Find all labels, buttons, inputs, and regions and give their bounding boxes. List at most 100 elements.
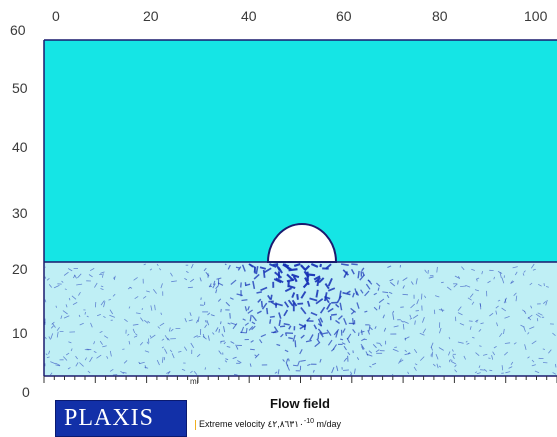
flow-vector xyxy=(392,313,395,320)
flow-vector xyxy=(537,312,543,316)
flow-vector xyxy=(275,302,283,307)
flow-vector xyxy=(434,295,440,298)
flow-vector xyxy=(288,285,296,289)
flow-vector xyxy=(352,329,356,334)
flow-vector xyxy=(422,328,427,334)
flow-vector xyxy=(463,355,466,360)
flow-vector xyxy=(163,357,166,361)
flow-vector xyxy=(249,363,252,367)
flow-vector xyxy=(251,325,256,331)
flow-vector xyxy=(60,315,63,320)
flow-vector xyxy=(128,306,131,309)
flow-vector xyxy=(96,314,101,317)
flow-vector xyxy=(343,317,348,326)
flow-vector xyxy=(68,341,72,344)
flow-vector xyxy=(300,290,307,299)
small-axis-label: mi xyxy=(190,377,199,386)
flow-vector xyxy=(124,318,128,323)
flow-vector xyxy=(65,352,70,356)
flow-vector xyxy=(326,302,332,310)
flow-vector xyxy=(545,299,548,306)
flow-vector xyxy=(504,298,507,304)
flow-vector xyxy=(398,358,402,364)
flow-vector xyxy=(379,343,383,347)
extreme-velocity-text: Extreme velocity ٤٢,٨٦٣١٠-10 m/day xyxy=(195,418,341,430)
flow-vector xyxy=(403,320,409,324)
flow-vector xyxy=(471,301,475,305)
flow-vector xyxy=(536,318,539,322)
flow-vector xyxy=(261,302,268,310)
flow-vector xyxy=(48,284,53,288)
flow-vector xyxy=(373,292,377,296)
flow-vector xyxy=(339,338,344,341)
flow-vector xyxy=(247,306,250,311)
flow-vector xyxy=(454,369,458,373)
flow-vector xyxy=(305,339,312,343)
flow-vector xyxy=(413,348,418,354)
flow-vector xyxy=(287,299,294,307)
flow-vector xyxy=(453,283,458,288)
flow-vector xyxy=(253,273,260,280)
flow-vector xyxy=(288,268,298,272)
flow-vector xyxy=(458,276,460,279)
flow-vector xyxy=(378,305,381,310)
flow-vector xyxy=(368,325,371,332)
flow-vector xyxy=(45,353,48,356)
flow-vector xyxy=(86,348,92,351)
flow-vector xyxy=(212,283,216,289)
flow-vector xyxy=(383,327,387,332)
flow-vector xyxy=(438,347,444,351)
flow-vector xyxy=(269,315,275,318)
flow-vector xyxy=(534,370,540,374)
flow-vector xyxy=(168,327,171,332)
flow-vector xyxy=(377,287,380,291)
flow-vector xyxy=(75,355,78,360)
flow-vector xyxy=(190,370,193,374)
flow-vector xyxy=(78,314,81,318)
flow-vector xyxy=(369,327,373,331)
flow-vector xyxy=(424,269,428,273)
y-tick-10: 10 xyxy=(12,325,28,341)
flow-vector xyxy=(275,277,284,284)
flow-vector xyxy=(56,327,60,331)
flow-vector xyxy=(134,333,138,336)
flow-vector xyxy=(178,351,182,353)
flow-vector xyxy=(216,277,222,280)
flow-vector xyxy=(159,322,165,327)
flow-vector xyxy=(513,292,517,296)
flow-vector xyxy=(167,337,170,341)
flow-vector xyxy=(375,349,380,353)
flow-vector xyxy=(346,333,352,340)
flow-vector xyxy=(288,337,294,340)
flow-vector xyxy=(300,306,307,315)
y-tick-30: 30 xyxy=(12,205,28,221)
flow-vector xyxy=(260,333,267,338)
flow-vector xyxy=(120,370,125,375)
flow-vector xyxy=(156,263,159,267)
flow-vector xyxy=(393,325,399,328)
flow-vector xyxy=(309,297,318,302)
flow-vector xyxy=(382,291,389,294)
flow-vector xyxy=(335,330,339,338)
flow-vector xyxy=(352,292,355,298)
flow-vector xyxy=(530,305,533,309)
flow-vector xyxy=(373,306,378,311)
flow-vector xyxy=(532,268,536,271)
flow-vector xyxy=(438,309,445,311)
flow-vector xyxy=(67,367,71,370)
flow-vector xyxy=(510,361,514,366)
flow-vector xyxy=(223,341,226,345)
flow-vector xyxy=(449,359,453,361)
flow-vector xyxy=(489,312,494,317)
flow-vector xyxy=(128,340,131,345)
flow-vector xyxy=(142,295,147,299)
flow-vector xyxy=(531,359,535,363)
flow-vector xyxy=(343,369,349,371)
flow-vector xyxy=(63,271,69,276)
flow-vector xyxy=(44,276,47,279)
flow-vector xyxy=(341,342,346,345)
flow-vector xyxy=(55,364,60,367)
flow-vector xyxy=(291,292,296,298)
flow-vector xyxy=(212,332,215,335)
flow-vector xyxy=(407,371,410,375)
